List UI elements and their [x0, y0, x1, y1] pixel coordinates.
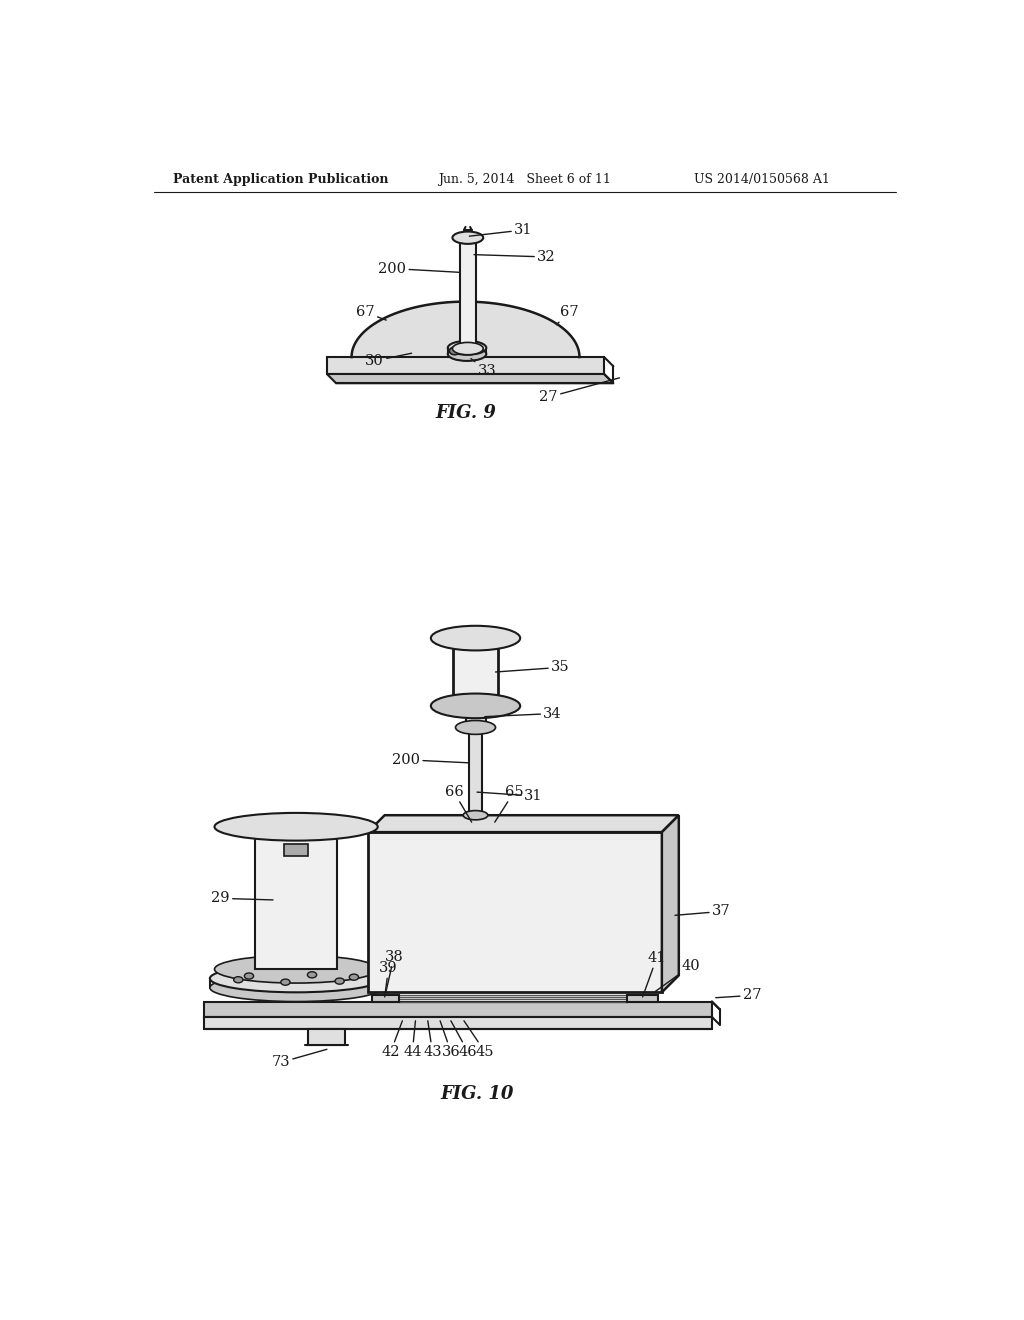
Ellipse shape	[349, 974, 358, 981]
Text: 31: 31	[477, 789, 543, 803]
Polygon shape	[372, 995, 398, 1002]
Bar	[327, 356, 604, 374]
Ellipse shape	[307, 972, 316, 978]
Text: US 2014/0150568 A1: US 2014/0150568 A1	[694, 173, 829, 186]
Ellipse shape	[210, 974, 382, 1002]
Text: 66: 66	[444, 785, 472, 822]
Polygon shape	[368, 816, 679, 832]
Ellipse shape	[210, 965, 382, 993]
Ellipse shape	[450, 347, 460, 355]
Ellipse shape	[233, 977, 243, 983]
Bar	[368, 832, 662, 993]
Text: 42: 42	[382, 1020, 402, 1059]
Text: 200: 200	[392, 752, 469, 767]
Polygon shape	[662, 816, 679, 993]
Ellipse shape	[245, 973, 254, 979]
Text: 200: 200	[378, 261, 460, 276]
Text: 41: 41	[643, 952, 666, 997]
Bar	[204, 1002, 712, 1016]
Ellipse shape	[447, 341, 486, 355]
Ellipse shape	[431, 626, 520, 651]
Polygon shape	[351, 302, 580, 358]
Text: FIG. 10: FIG. 10	[440, 1085, 514, 1104]
Bar	[460, 238, 475, 348]
Ellipse shape	[214, 956, 378, 983]
Ellipse shape	[456, 697, 496, 711]
Text: 73: 73	[271, 1049, 327, 1069]
Text: Patent Application Publication: Patent Application Publication	[173, 173, 388, 186]
Text: 33: 33	[471, 359, 497, 378]
Text: 43: 43	[423, 1020, 441, 1059]
Text: 29: 29	[211, 891, 273, 906]
Polygon shape	[204, 1016, 712, 1028]
Text: 40: 40	[654, 960, 699, 993]
Bar	[469, 725, 481, 816]
Text: 37: 37	[675, 904, 730, 919]
Text: 27: 27	[540, 378, 620, 404]
Bar	[284, 843, 308, 857]
Polygon shape	[327, 374, 613, 383]
Ellipse shape	[431, 693, 520, 718]
Text: 67: 67	[356, 305, 386, 321]
Text: 30: 30	[366, 354, 412, 368]
Ellipse shape	[469, 346, 480, 354]
Ellipse shape	[463, 810, 487, 820]
Ellipse shape	[463, 719, 487, 729]
Bar	[308, 1028, 345, 1045]
Text: Jun. 5, 2014   Sheet 6 of 11: Jun. 5, 2014 Sheet 6 of 11	[438, 173, 611, 186]
Text: 32: 32	[474, 249, 556, 264]
Ellipse shape	[214, 813, 378, 841]
Text: 67: 67	[556, 305, 579, 325]
Text: 44: 44	[403, 1020, 422, 1059]
Text: 45: 45	[464, 1020, 494, 1059]
Ellipse shape	[456, 721, 496, 734]
Text: 38: 38	[385, 950, 403, 991]
Text: 39: 39	[379, 961, 397, 997]
Polygon shape	[628, 995, 658, 1002]
Bar	[454, 638, 498, 706]
Bar	[255, 826, 337, 969]
Text: 36: 36	[440, 1020, 460, 1059]
Ellipse shape	[453, 231, 483, 244]
Text: 65: 65	[495, 785, 523, 822]
Text: 34: 34	[484, 706, 562, 721]
Text: 27: 27	[716, 989, 761, 1002]
Text: FIG. 9: FIG. 9	[435, 404, 496, 421]
Ellipse shape	[447, 347, 486, 360]
Ellipse shape	[453, 342, 483, 355]
Text: 31: 31	[469, 223, 532, 238]
Bar	[466, 705, 485, 727]
Ellipse shape	[281, 979, 290, 985]
Ellipse shape	[335, 978, 344, 985]
Text: 35: 35	[496, 660, 569, 675]
Text: 46: 46	[451, 1020, 477, 1059]
